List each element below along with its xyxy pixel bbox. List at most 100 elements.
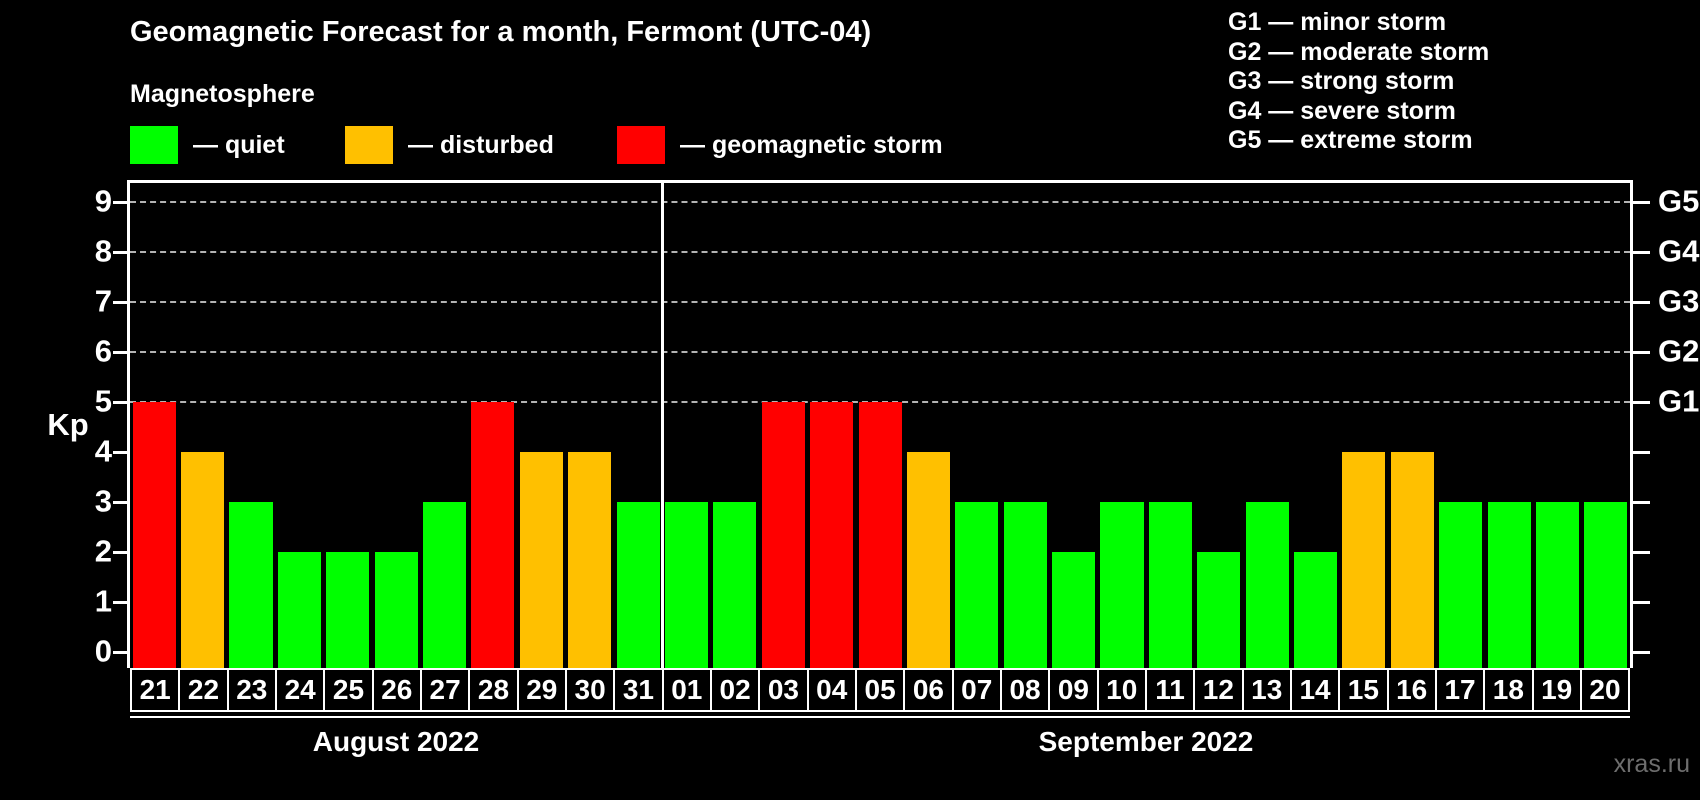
gridline-kp6 — [130, 351, 1630, 353]
kp-bar-aug-28 — [471, 402, 515, 668]
day-label-sep-09: 09 — [1050, 668, 1099, 712]
kp-tick-label-0: 0 — [94, 633, 112, 669]
bar-slot-sep-07 — [953, 183, 1001, 668]
g-scale-item-g5: G5 — extreme storm — [1228, 126, 1473, 154]
legend-label-storm: — geomagnetic storm — [680, 130, 943, 159]
day-label-sep-01: 01 — [663, 668, 712, 712]
day-label-sep-08: 08 — [1001, 668, 1051, 712]
kp-tick-right-6 — [1633, 351, 1650, 354]
bar-slot-aug-24 — [275, 183, 323, 668]
legend-swatch-storm — [617, 126, 665, 164]
kp-bar-sep-19 — [1535, 502, 1580, 668]
kp-bar-aug-31 — [616, 502, 660, 668]
gridline-kp8 — [130, 251, 1630, 253]
kp-tick-right-1 — [1633, 601, 1650, 604]
kp-bar-sep-16 — [1390, 452, 1434, 668]
kp-bar-aug-26 — [374, 552, 418, 668]
day-label-sep-17: 17 — [1436, 668, 1486, 712]
legend-item-storm: — geomagnetic storm — [617, 124, 943, 166]
gridline-kp9 — [130, 201, 1630, 203]
kp-tick-label-3: 3 — [94, 483, 112, 519]
legend-item-quiet: — quiet — [130, 124, 285, 166]
g-axis-label-g1: G1 — [1658, 383, 1700, 419]
y-axis-line-left — [127, 180, 130, 668]
kp-tick-left-0 — [113, 651, 130, 654]
kp-tick-right-7 — [1633, 301, 1650, 304]
day-label-aug-31: 31 — [615, 668, 664, 712]
bar-slot-aug-23 — [227, 183, 275, 668]
day-label-aug-25: 25 — [325, 668, 374, 712]
bar-slot-aug-21 — [130, 183, 178, 668]
kp-tick-left-5 — [113, 401, 130, 404]
legend-label-quiet: — quiet — [193, 130, 285, 159]
day-label-sep-19: 19 — [1533, 668, 1582, 712]
kp-bar-sep-20 — [1584, 502, 1628, 668]
bar-slot-aug-29 — [517, 183, 565, 668]
bar-slot-sep-10 — [1098, 183, 1146, 668]
day-label-sep-02: 02 — [711, 668, 761, 712]
kp-tick-left-6 — [113, 351, 130, 354]
kp-tick-left-3 — [113, 501, 130, 504]
bar-slot-sep-04 — [807, 183, 855, 668]
day-label-aug-30: 30 — [566, 668, 616, 712]
y-axis-label: Kp — [47, 407, 89, 442]
kp-bar-sep-12 — [1197, 552, 1241, 668]
bar-slot-aug-22 — [178, 183, 226, 668]
day-label-sep-13: 13 — [1243, 668, 1292, 712]
bar-slot-sep-17 — [1437, 183, 1485, 668]
kp-tick-label-5: 5 — [94, 383, 112, 419]
kp-bar-aug-24 — [277, 552, 321, 668]
kp-bar-aug-30 — [568, 452, 612, 668]
day-label-aug-27: 27 — [421, 668, 471, 712]
kp-tick-right-8 — [1633, 251, 1650, 254]
g-axis-label-g5: G5 — [1658, 183, 1700, 219]
kp-bar-sep-11 — [1148, 502, 1192, 668]
day-label-aug-24: 24 — [276, 668, 326, 712]
kp-tick-left-4 — [113, 451, 130, 454]
x-axis-bottom-rule — [130, 716, 1630, 718]
day-label-sep-15: 15 — [1340, 668, 1389, 712]
kp-bar-aug-25 — [326, 552, 370, 668]
kp-bar-sep-03 — [761, 402, 805, 668]
kp-bar-sep-15 — [1342, 452, 1386, 668]
bar-slot-sep-15 — [1340, 183, 1388, 668]
g-scale-item-g2: G2 — moderate storm — [1228, 37, 1490, 66]
day-label-aug-26: 26 — [373, 668, 422, 712]
kp-bar-sep-10 — [1100, 502, 1144, 668]
kp-tick-label-2: 2 — [94, 533, 112, 569]
day-label-aug-29: 29 — [518, 668, 567, 712]
kp-bar-sep-08 — [1003, 502, 1047, 668]
legend-title: Magnetosphere — [130, 80, 315, 108]
kp-tick-right-9 — [1633, 201, 1650, 204]
bar-slot-aug-30 — [566, 183, 614, 668]
bar-slot-aug-26 — [372, 183, 420, 668]
g-scale-legend: G1 — minor storm G2 — moderate storm G3 — … — [1228, 8, 1489, 156]
bar-slot-sep-11 — [1146, 183, 1194, 668]
day-label-aug-22: 22 — [180, 668, 229, 712]
bar-slot-sep-03 — [759, 183, 807, 668]
month-label-september: September 2022 — [1038, 726, 1254, 757]
kp-bar-aug-22 — [181, 452, 225, 668]
kp-tick-right-0 — [1633, 651, 1650, 654]
legend-item-disturbed: — disturbed — [345, 124, 554, 166]
kp-bar-aug-21 — [132, 402, 176, 668]
kp-bar-sep-01 — [664, 502, 709, 668]
bar-slot-sep-20 — [1582, 183, 1630, 668]
day-label-sep-18: 18 — [1485, 668, 1534, 712]
kp-bar-sep-17 — [1439, 502, 1483, 668]
kp-bar-sep-07 — [955, 502, 999, 668]
bar-slot-sep-02 — [711, 183, 759, 668]
g-axis-label-g2: G2 — [1658, 333, 1700, 369]
day-label-sep-16: 16 — [1388, 668, 1437, 712]
kp-bar-aug-23 — [229, 502, 273, 668]
day-label-sep-06: 06 — [905, 668, 954, 712]
bar-slot-sep-18 — [1485, 183, 1533, 668]
g-axis-label-g3: G3 — [1658, 283, 1700, 319]
kp-tick-right-5 — [1633, 401, 1650, 404]
g-scale-item-g4: G4 — severe storm — [1228, 96, 1456, 125]
day-label-aug-28: 28 — [470, 668, 519, 712]
day-label-aug-23: 23 — [228, 668, 277, 712]
legend-swatch-disturbed — [345, 126, 393, 164]
kp-bar-chart — [130, 183, 1630, 668]
